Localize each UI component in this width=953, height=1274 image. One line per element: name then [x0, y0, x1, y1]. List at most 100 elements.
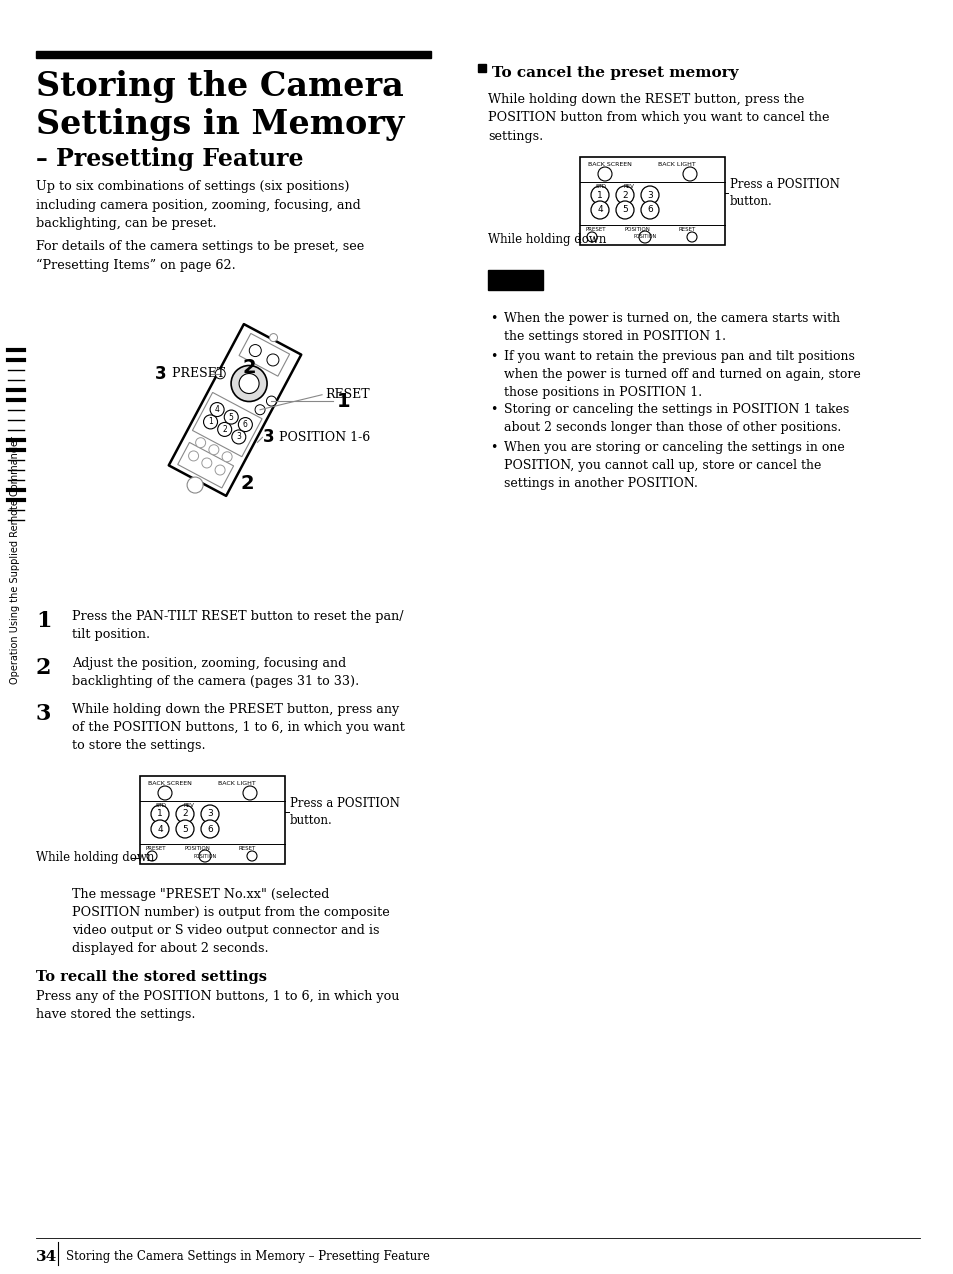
Polygon shape: [193, 392, 262, 456]
Text: 3: 3: [36, 703, 51, 725]
Text: Press a POSITION
button.: Press a POSITION button.: [290, 798, 399, 827]
Circle shape: [195, 438, 206, 447]
Text: While holding down: While holding down: [36, 851, 154, 865]
Circle shape: [590, 201, 608, 219]
Text: 2: 2: [240, 474, 253, 493]
Text: 1: 1: [597, 191, 602, 200]
Circle shape: [249, 344, 261, 357]
Text: 5: 5: [621, 205, 627, 214]
Circle shape: [231, 366, 267, 401]
Circle shape: [151, 820, 169, 838]
Text: 2: 2: [242, 358, 255, 377]
Circle shape: [616, 201, 634, 219]
Circle shape: [215, 369, 225, 378]
Circle shape: [202, 457, 212, 468]
Text: PRESET: PRESET: [585, 227, 606, 232]
Circle shape: [189, 451, 198, 461]
Text: 5: 5: [229, 413, 233, 422]
Text: 5: 5: [182, 824, 188, 833]
Circle shape: [201, 805, 219, 823]
Text: Up to six combinations of settings (six positions)
including camera position, zo: Up to six combinations of settings (six …: [36, 180, 360, 231]
Text: 34: 34: [36, 1250, 57, 1264]
Circle shape: [209, 445, 218, 455]
Text: POSITION: POSITION: [633, 234, 656, 240]
Text: 4: 4: [157, 824, 163, 833]
Text: 3: 3: [236, 432, 241, 441]
Text: •: •: [490, 312, 497, 325]
Text: REV: REV: [623, 183, 634, 189]
Text: 4: 4: [597, 205, 602, 214]
Text: Press any of the POSITION buttons, 1 to 6, in which you
have stored the settings: Press any of the POSITION buttons, 1 to …: [36, 990, 399, 1020]
Text: 1: 1: [336, 391, 350, 410]
Circle shape: [210, 403, 224, 417]
Circle shape: [203, 415, 217, 429]
Text: For details of the camera settings to be preset, see
“Presetting Items” on page : For details of the camera settings to be…: [36, 240, 364, 271]
Text: When the power is turned on, the camera starts with
the settings stored in POSIT: When the power is turned on, the camera …: [503, 312, 840, 343]
Text: BACK SCREEN: BACK SCREEN: [148, 781, 192, 786]
Text: If you want to retain the previous pan and tilt positions
when the power is turn: If you want to retain the previous pan a…: [503, 350, 860, 399]
Text: – Presetting Feature: – Presetting Feature: [36, 147, 303, 171]
Text: •: •: [490, 404, 497, 417]
Text: 2: 2: [182, 809, 188, 818]
Circle shape: [175, 805, 193, 823]
Text: Operation Using the Supplied Remote Commander: Operation Using the Supplied Remote Comm…: [10, 436, 20, 684]
Polygon shape: [239, 334, 290, 376]
Text: 1: 1: [36, 610, 51, 632]
Bar: [579, 157, 724, 245]
Text: 2: 2: [222, 426, 227, 434]
Text: When you are storing or canceling the settings in one
POSITION, you cannot call : When you are storing or canceling the se…: [503, 442, 843, 490]
Text: Storing or canceling the settings in POSITION 1 takes
about 2 seconds longer tha: Storing or canceling the settings in POS…: [503, 404, 848, 434]
Circle shape: [254, 405, 265, 415]
Circle shape: [640, 201, 659, 219]
Circle shape: [266, 396, 276, 406]
Circle shape: [238, 418, 253, 432]
Text: BACK LIGHT: BACK LIGHT: [658, 162, 695, 167]
Text: Storing the Camera: Storing the Camera: [36, 70, 403, 103]
Text: REV: REV: [184, 803, 194, 808]
Bar: [140, 776, 285, 864]
Text: POSITION: POSITION: [624, 227, 650, 232]
Circle shape: [224, 410, 238, 424]
Text: PRESET: PRESET: [146, 846, 167, 851]
Circle shape: [217, 423, 232, 437]
Text: While holding down the RESET button, press the
POSITION button from which you wa: While holding down the RESET button, pre…: [488, 93, 828, 143]
Text: POSITION: POSITION: [185, 846, 211, 851]
Text: 3: 3: [207, 809, 213, 818]
Text: STD: STD: [156, 803, 167, 808]
Circle shape: [267, 354, 278, 366]
Circle shape: [222, 452, 232, 461]
Circle shape: [640, 186, 659, 204]
Text: While holding down: While holding down: [488, 232, 606, 246]
Circle shape: [232, 429, 246, 443]
Circle shape: [214, 465, 225, 475]
Text: Press the PAN-TILT RESET button to reset the pan/
tilt position.: Press the PAN-TILT RESET button to reset…: [71, 610, 403, 641]
Text: POSITION 1-6: POSITION 1-6: [275, 431, 371, 443]
Text: PRESET: PRESET: [168, 367, 225, 381]
Text: To recall the stored settings: To recall the stored settings: [36, 970, 267, 984]
Text: The message "PRESET No.xx" (selected
POSITION number) is output from the composi: The message "PRESET No.xx" (selected POS…: [71, 888, 390, 956]
Text: 6: 6: [243, 420, 248, 429]
Circle shape: [187, 476, 203, 493]
Text: STD: STD: [596, 183, 606, 189]
Text: Adjust the position, zooming, focusing and
backlighting of the camera (pages 31 : Adjust the position, zooming, focusing a…: [71, 657, 359, 688]
Circle shape: [201, 820, 219, 838]
Text: 4: 4: [214, 405, 219, 414]
Circle shape: [616, 186, 634, 204]
Circle shape: [269, 334, 277, 341]
Text: 2: 2: [621, 191, 627, 200]
Text: 6: 6: [646, 205, 652, 214]
Circle shape: [590, 186, 608, 204]
Text: BACK SCREEN: BACK SCREEN: [587, 162, 631, 167]
Bar: [36, 51, 431, 59]
Circle shape: [151, 805, 169, 823]
Text: Notes: Notes: [495, 293, 536, 307]
Text: •: •: [490, 442, 497, 455]
Text: 1: 1: [157, 809, 163, 818]
Text: Settings in Memory: Settings in Memory: [36, 108, 404, 141]
Text: Storing the Camera Settings in Memory – Presetting Feature: Storing the Camera Settings in Memory – …: [66, 1250, 430, 1263]
Text: RESET: RESET: [325, 389, 370, 401]
Text: 3: 3: [262, 428, 274, 446]
Text: 1: 1: [208, 418, 213, 427]
Text: 6: 6: [207, 824, 213, 833]
Polygon shape: [177, 442, 233, 488]
